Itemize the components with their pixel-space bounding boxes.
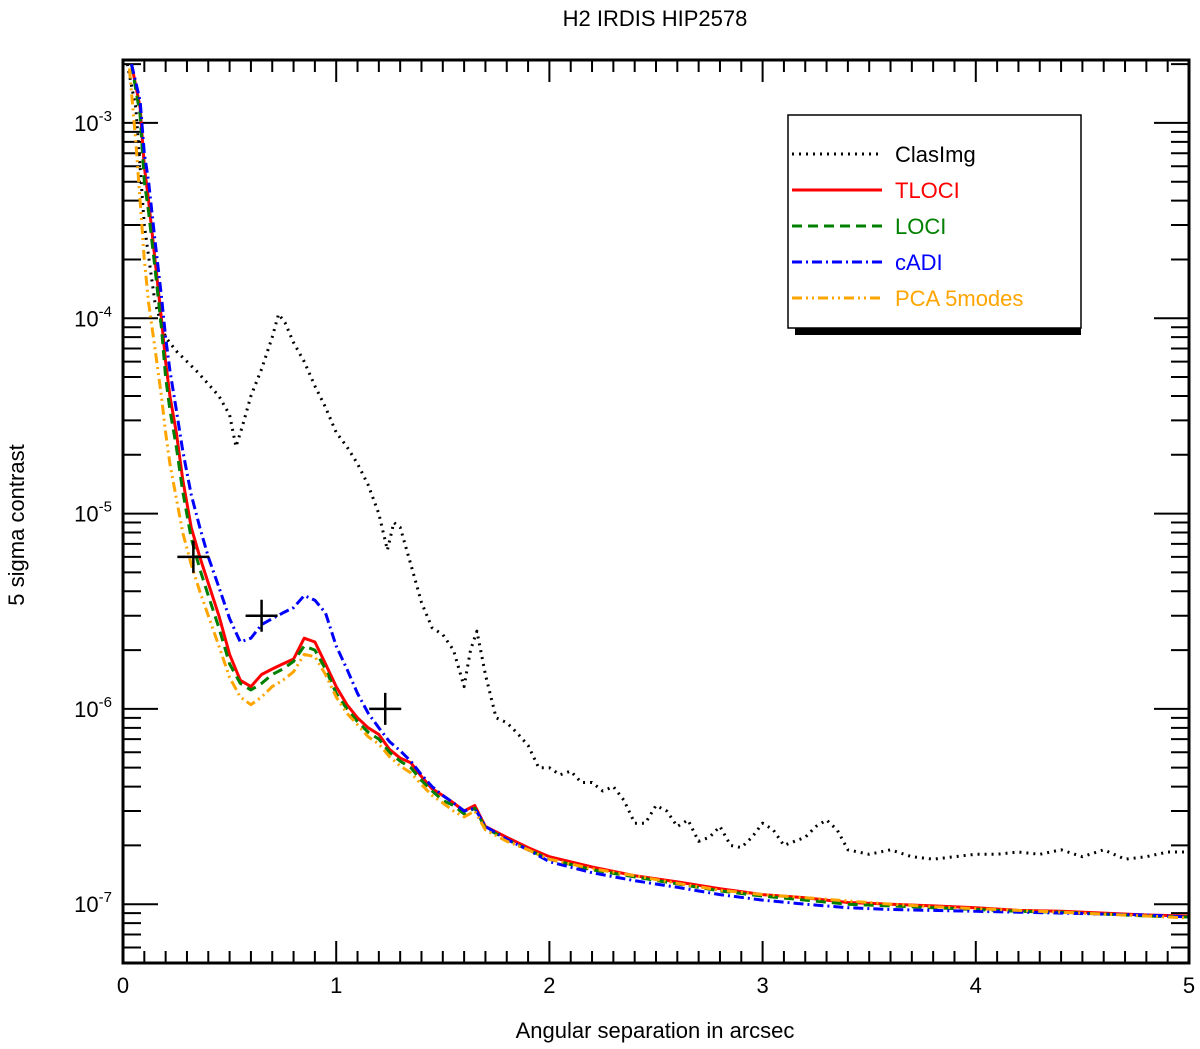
series-line-cadi [130, 63, 1189, 919]
series-line-loci [130, 63, 1189, 919]
legend-label-cadi: cADI [895, 250, 943, 275]
y-tick-label: 10-4 [74, 303, 112, 331]
y-tick-label: 10-5 [74, 499, 112, 527]
series-layer [125, 63, 1189, 920]
x-tick-label: 4 [970, 973, 982, 998]
plot-frame [121, 58, 1191, 965]
plus-marker [177, 540, 210, 573]
x-tick-label: 5 [1183, 973, 1195, 998]
x-tick-label: 2 [543, 973, 555, 998]
tick-labels: 0 1 2 3 4 5 10-3 10-4 10-5 10-6 10-7 [74, 108, 1195, 998]
x-tick-label: 3 [756, 973, 768, 998]
plus-marker [369, 692, 402, 725]
series-line-tloci [130, 63, 1189, 918]
legend-label-pca-5modes: PCA 5modes [895, 286, 1023, 311]
legend-label-tloci: TLOCI [895, 178, 960, 203]
chart-title: H2 IRDIS HIP2578 [563, 6, 748, 31]
y-axis-label: 5 sigma contrast [4, 444, 29, 605]
legend-label-clasimg: ClasImg [895, 142, 976, 167]
series-line-clasimg [125, 63, 1189, 861]
y-tick-label: 10-3 [74, 108, 112, 136]
legend-box [787, 114, 1082, 329]
x-tick-label: 1 [330, 973, 342, 998]
plot-ticks [122, 60, 1190, 964]
legend-label-loci: LOCI [895, 214, 946, 239]
marker-layer [177, 540, 402, 725]
legend: ClasImg TLOCI LOCI cADI PCA 5modes [787, 114, 1082, 335]
x-tick-label: 0 [117, 973, 129, 998]
plus-marker [245, 599, 278, 632]
x-axis-label: Angular separation in arcsec [516, 1018, 795, 1043]
series-line-pca-5modes [127, 68, 1189, 920]
y-tick-label: 10-6 [74, 694, 112, 722]
y-tick-label: 10-7 [74, 889, 112, 917]
